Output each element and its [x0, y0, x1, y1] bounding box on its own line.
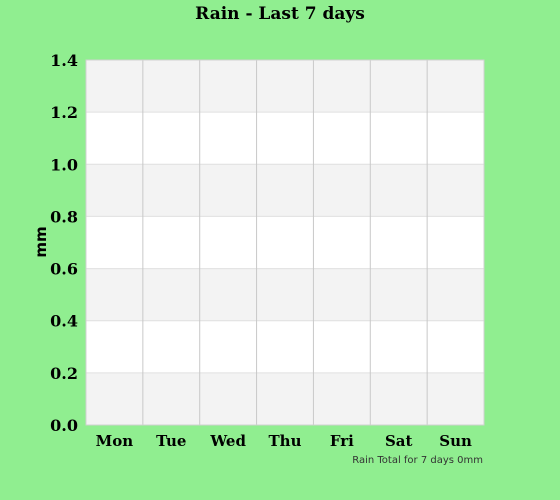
y-tick-label: 0.4 [50, 312, 78, 331]
plot-background [86, 60, 484, 425]
y-axis-ticks: 0.0 0.2 0.4 0.6 0.8 1.0 1.2 1.4 [50, 51, 78, 435]
y-tick-label: 0.6 [50, 260, 78, 279]
x-tick-label-wed: Wed [209, 432, 246, 450]
grid-band [86, 164, 484, 217]
grid-band [86, 268, 484, 321]
x-tick-label-sun: Sun [439, 432, 472, 450]
y-tick-label: 1.2 [50, 103, 78, 122]
grid-band [86, 60, 484, 113]
y-tick-label: 1.0 [50, 155, 78, 174]
y-tick-label: 0.8 [50, 207, 78, 226]
x-tick-label-tue: Tue [156, 432, 186, 450]
y-tick-label: 1.4 [50, 51, 78, 70]
plot-area [85, 59, 485, 426]
x-tick-label-mon: Mon [96, 432, 134, 450]
y-tick-label: 0.2 [50, 364, 78, 383]
chart-title: Rain - Last 7 days [195, 4, 365, 24]
grid-band [86, 372, 484, 425]
x-tick-label-thu: Thu [269, 432, 302, 450]
x-tick-label-sat: Sat [385, 432, 413, 450]
x-axis-ticks: Mon Tue Wed Thu Fri Sat Sun [96, 432, 472, 450]
y-axis-label: mm [32, 226, 50, 257]
x-tick-label-fri: Fri [330, 432, 354, 450]
y-tick-label: 0.0 [50, 416, 78, 435]
rain-total-footer: Rain Total for 7 days 0mm [352, 455, 483, 466]
plot-border [85, 59, 485, 426]
